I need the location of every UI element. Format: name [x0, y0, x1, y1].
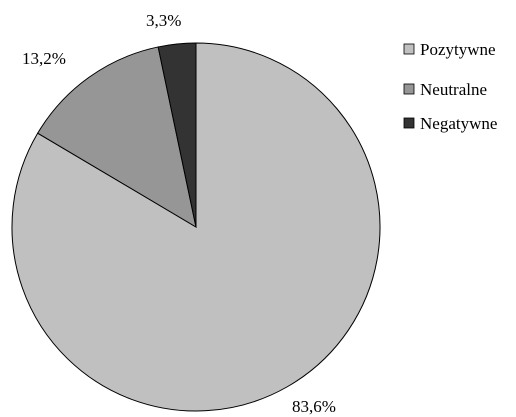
pie-slices — [11, 42, 381, 412]
legend-item-negatywne: Negatywne — [403, 114, 497, 133]
legend-item-pozytywne: Pozytywne — [403, 40, 496, 59]
legend: Pozytywne Neutralne Negatywne — [403, 40, 497, 133]
legend-swatch-negatywne — [403, 117, 415, 129]
legend-label-neutralne: Neutralne — [420, 80, 487, 99]
pie-slice-neutralne — [37, 46, 197, 229]
data-label-negatywne: 3,3% — [146, 11, 181, 30]
pie-slice-negatywne — [157, 42, 197, 228]
legend-item-neutralne: Neutralne — [403, 80, 487, 99]
legend-swatch-pozytywne — [403, 43, 415, 55]
legend-label-pozytywne: Pozytywne — [420, 40, 496, 59]
data-label-pozytywne: 83,6% — [292, 397, 336, 416]
legend-swatch-neutralne — [403, 83, 415, 95]
data-label-neutralne: 13,2% — [22, 49, 66, 68]
legend-label-negatywne: Negatywne — [420, 114, 497, 133]
pie-slice-pozytywne — [11, 42, 381, 412]
